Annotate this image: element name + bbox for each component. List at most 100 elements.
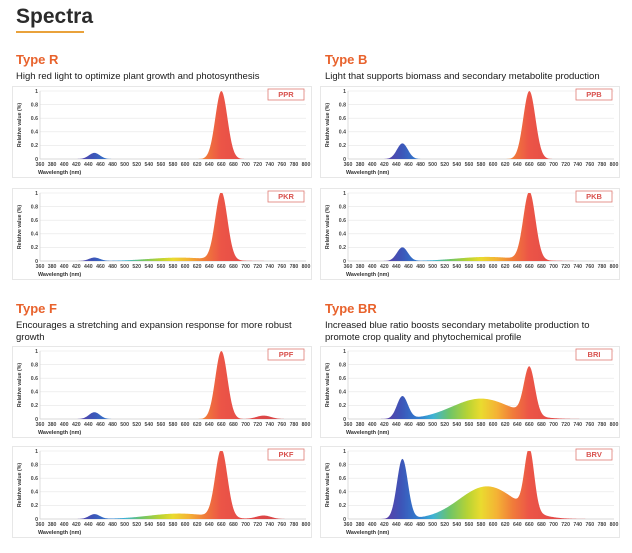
y-tick-label: 0.6 bbox=[31, 376, 38, 382]
y-tick-label: 0.8 bbox=[339, 102, 346, 108]
x-tick-label: 640 bbox=[205, 264, 214, 270]
y-tick-label: 1 bbox=[35, 89, 38, 95]
x-tick-label: 560 bbox=[465, 162, 474, 168]
x-tick-label: 400 bbox=[60, 422, 69, 428]
x-tick-label: 720 bbox=[561, 264, 570, 270]
x-tick-label: 700 bbox=[549, 162, 558, 168]
spectrum-badge bbox=[575, 190, 613, 203]
x-tick-label: 680 bbox=[229, 264, 238, 270]
x-tick-label: 560 bbox=[465, 522, 474, 528]
x-axis-label: Wavelength (nm) bbox=[38, 170, 81, 176]
x-tick-label: 560 bbox=[465, 264, 474, 270]
x-tick-label: 420 bbox=[72, 522, 81, 528]
y-tick-label: 0.2 bbox=[339, 143, 346, 149]
x-tick-label: 440 bbox=[392, 522, 401, 528]
y-tick-label: 0.2 bbox=[31, 403, 38, 409]
x-tick-label: 520 bbox=[132, 522, 141, 528]
spectrum-badge-label: PKB bbox=[586, 192, 602, 201]
x-tick-label: 660 bbox=[525, 264, 534, 270]
chart-frame bbox=[12, 346, 312, 438]
x-tick-label: 380 bbox=[356, 264, 365, 270]
x-tick-label: 420 bbox=[380, 264, 389, 270]
x-tick-label: 760 bbox=[585, 162, 594, 168]
y-tick-label: 0.8 bbox=[31, 362, 38, 368]
x-tick-label: 800 bbox=[302, 522, 311, 528]
y-tick-label: 1 bbox=[343, 349, 346, 355]
y-tick-label: 0.6 bbox=[339, 376, 346, 382]
x-tick-label: 600 bbox=[489, 522, 498, 528]
x-tick-label: 460 bbox=[404, 522, 413, 528]
y-tick-label: 0.8 bbox=[31, 102, 38, 108]
x-tick-label: 660 bbox=[525, 522, 534, 528]
x-tick-label: 720 bbox=[253, 522, 262, 528]
x-tick-label: 460 bbox=[404, 264, 413, 270]
y-tick-label: 0 bbox=[343, 417, 346, 423]
x-tick-label: 580 bbox=[169, 162, 178, 168]
x-tick-label: 600 bbox=[489, 264, 498, 270]
x-tick-label: 580 bbox=[477, 162, 486, 168]
chart-frame bbox=[320, 86, 620, 178]
chart-svg: 0 0.2 0.4 0.6 0.8 1 360 380 400 420 440 460 480 500 52… bbox=[320, 86, 620, 178]
x-axis-label: Wavelength (nm) bbox=[38, 430, 81, 436]
y-tick-label: 0 bbox=[35, 417, 38, 423]
x-tick-label: 380 bbox=[48, 522, 57, 528]
x-tick-label: 420 bbox=[380, 162, 389, 168]
x-tick-label: 760 bbox=[585, 422, 594, 428]
y-tick-label: 0.8 bbox=[31, 204, 38, 210]
section-type-f-description: Encourages a stretching and expansion re… bbox=[16, 320, 292, 343]
section-type-b-title: Type B bbox=[325, 52, 368, 67]
y-axis-label: Relative value (%) bbox=[325, 463, 331, 507]
x-tick-label: 540 bbox=[452, 522, 461, 528]
x-tick-label: 440 bbox=[392, 162, 401, 168]
x-tick-label: 540 bbox=[452, 162, 461, 168]
x-tick-label: 680 bbox=[229, 522, 238, 528]
y-tick-label: 0 bbox=[35, 157, 38, 163]
x-tick-label: 520 bbox=[440, 162, 449, 168]
x-tick-label: 380 bbox=[356, 522, 365, 528]
chart-pkr: 0 0.2 0.4 0.6 0.8 1 360 380 400 420 440 460 480 500 52… bbox=[12, 188, 312, 280]
x-tick-label: 480 bbox=[108, 422, 117, 428]
chart-svg: 0 0.2 0.4 0.6 0.8 1 360 380 400 420 440 460 480 500 52… bbox=[12, 346, 312, 438]
y-tick-label: 1 bbox=[35, 349, 38, 355]
x-tick-label: 760 bbox=[277, 422, 286, 428]
x-axis-label: Wavelength (nm) bbox=[38, 530, 81, 536]
spectrum-badge-label: PKF bbox=[279, 450, 294, 459]
y-tick-label: 1 bbox=[343, 89, 346, 95]
x-tick-label: 800 bbox=[302, 422, 311, 428]
x-tick-label: 480 bbox=[108, 264, 117, 270]
x-tick-label: 460 bbox=[404, 422, 413, 428]
x-tick-label: 420 bbox=[72, 264, 81, 270]
x-tick-label: 780 bbox=[290, 522, 299, 528]
x-tick-label: 480 bbox=[416, 422, 425, 428]
x-tick-label: 620 bbox=[193, 422, 202, 428]
x-tick-label: 660 bbox=[217, 162, 226, 168]
x-tick-label: 580 bbox=[169, 264, 178, 270]
x-tick-label: 480 bbox=[416, 522, 425, 528]
y-axis-label: Relative value (%) bbox=[17, 205, 23, 249]
x-tick-label: 380 bbox=[356, 422, 365, 428]
y-tick-label: 0.4 bbox=[339, 390, 346, 396]
x-tick-label: 800 bbox=[302, 162, 311, 168]
y-tick-label: 0.2 bbox=[31, 503, 38, 509]
y-tick-label: 0.4 bbox=[31, 490, 38, 496]
spectrum-badge bbox=[267, 348, 305, 361]
x-tick-label: 780 bbox=[290, 422, 299, 428]
x-tick-label: 660 bbox=[217, 422, 226, 428]
x-tick-label: 540 bbox=[452, 422, 461, 428]
x-tick-label: 360 bbox=[344, 522, 353, 528]
y-tick-label: 0 bbox=[343, 259, 346, 265]
section-type-r-description: High red light to optimize plant growth … bbox=[16, 71, 260, 82]
x-tick-label: 600 bbox=[181, 422, 190, 428]
x-tick-label: 700 bbox=[241, 422, 250, 428]
x-tick-label: 500 bbox=[120, 522, 129, 528]
x-tick-label: 540 bbox=[144, 522, 153, 528]
x-tick-label: 720 bbox=[253, 264, 262, 270]
x-tick-label: 360 bbox=[344, 162, 353, 168]
y-tick-label: 0 bbox=[35, 517, 38, 523]
x-tick-label: 700 bbox=[241, 522, 250, 528]
spectrum-badge-label: PPF bbox=[279, 350, 294, 359]
y-tick-label: 0.8 bbox=[31, 462, 38, 468]
x-tick-label: 440 bbox=[392, 264, 401, 270]
section-type-br-description: Increased blue ratio boosts secondary me… bbox=[325, 320, 590, 343]
x-tick-label: 740 bbox=[573, 422, 582, 428]
